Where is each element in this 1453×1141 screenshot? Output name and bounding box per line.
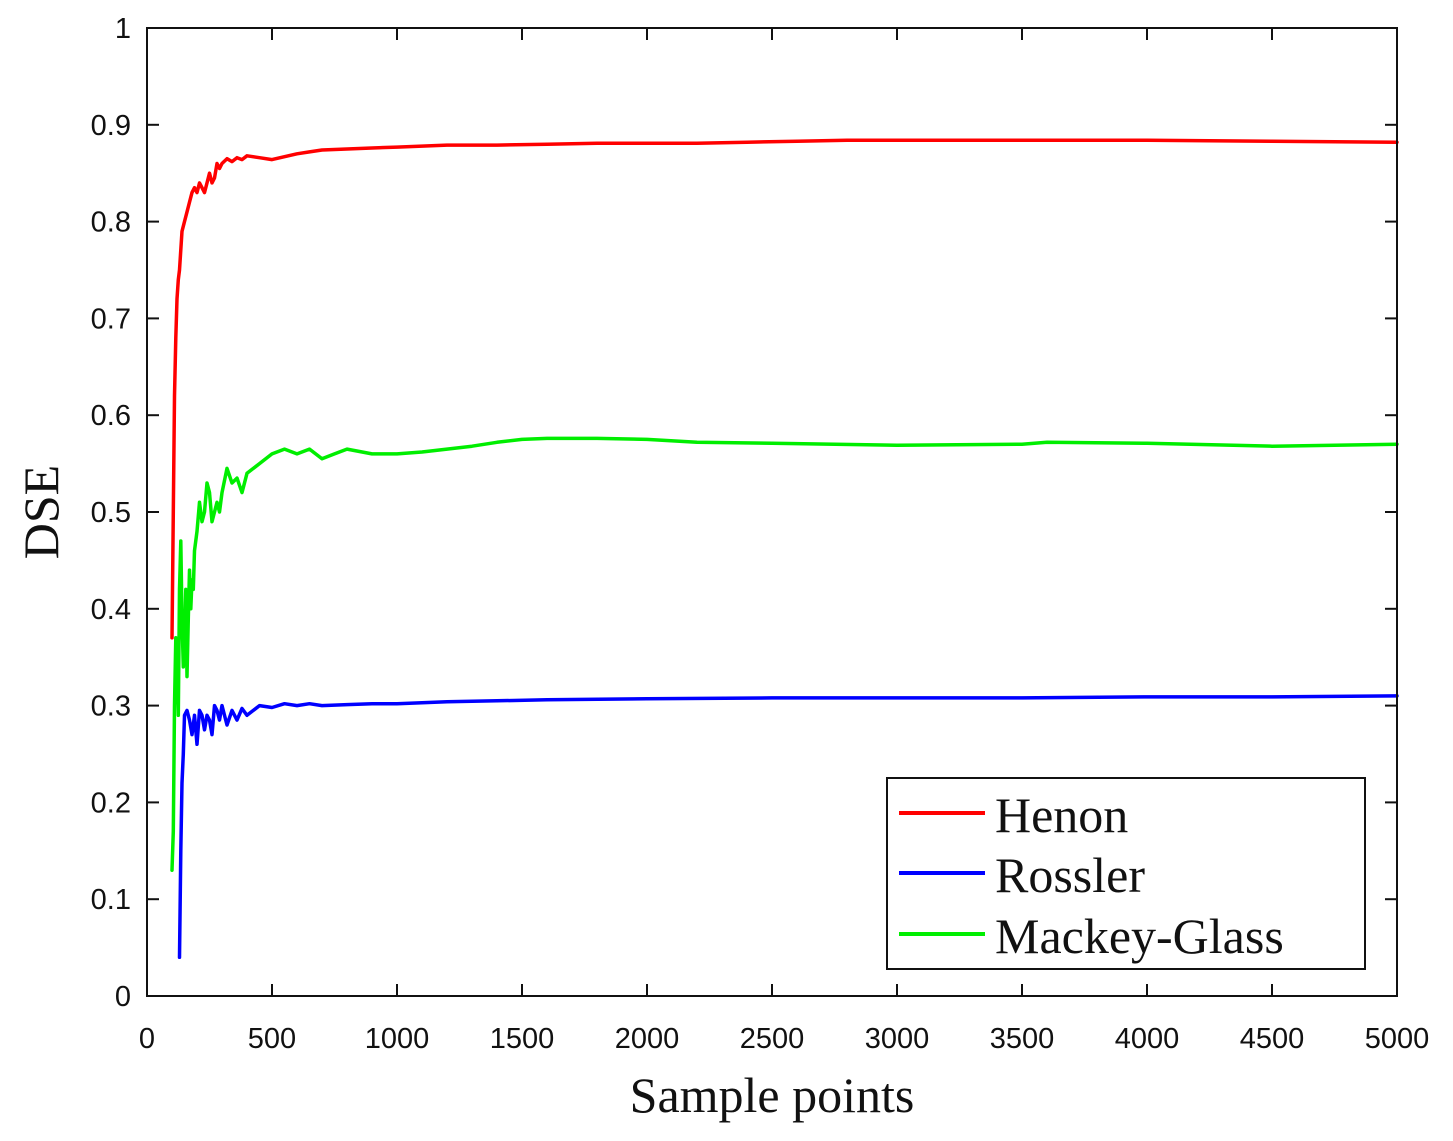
y-tick-label: 0 [115,981,131,1013]
x-tick-label: 2000 [615,1023,680,1055]
y-tick-label: 0.4 [91,594,131,626]
y-tick-label: 1 [115,13,131,45]
x-tick-label: 1500 [490,1023,555,1055]
legend: Henon Rossler Mackey-Glass [886,777,1366,970]
series-layer [170,138,1399,960]
y-tick-label: 0.3 [91,691,131,723]
x-tick-label: 5000 [1365,1023,1430,1055]
y-tick-label: 0.9 [91,110,131,142]
tick-label-layer: 0 500 1000 1500 2000 2500 3000 3500 4000 4500 5000… [91,13,1430,1055]
x-tick-label: 4500 [1240,1023,1305,1055]
x-tick-label: 4000 [1115,1023,1180,1055]
series-line-henon [170,138,1399,640]
x-tick-label: 500 [248,1023,296,1055]
y-tick-label: 0.5 [91,497,131,529]
legend-label-rossler: Rossler [995,847,1145,903]
series-line-mackey-glass [170,436,1399,872]
legend-label-henon: Henon [995,787,1128,843]
x-tick-label: 1000 [365,1023,430,1055]
x-tick-label: 3500 [990,1023,1055,1055]
y-axis-title: DSE [13,465,69,559]
x-tick-label: 3000 [865,1023,930,1055]
y-tick-label: 0.6 [91,400,131,432]
x-tick-label: 0 [139,1023,155,1055]
y-tick-label: 0.1 [91,884,131,916]
series-line-rossler [177,694,1399,960]
legend-label-mackey-glass: Mackey-Glass [995,908,1284,964]
y-tick-label: 0.2 [91,787,131,819]
y-tick-label: 0.8 [91,207,131,239]
x-tick-label: 2500 [740,1023,805,1055]
tick-layer [146,27,1398,997]
y-tick-label: 0.7 [91,303,131,335]
x-axis-title: Sample points [630,1067,915,1123]
